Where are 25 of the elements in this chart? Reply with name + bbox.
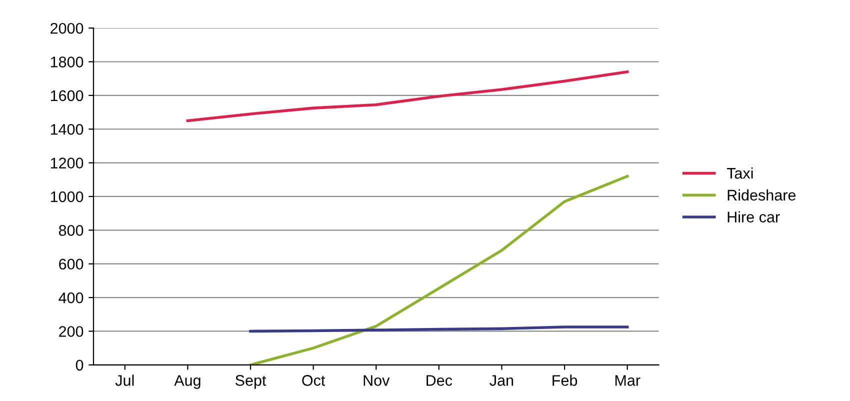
legend-label: Rideshare	[728, 189, 796, 201]
line-series	[249, 174, 629, 365]
y-tick-label: 1800	[50, 56, 84, 68]
x-tick-label: Nov	[364, 375, 390, 386]
x-tick-label: Aug	[174, 375, 200, 389]
x-tick-label: Feb	[552, 374, 578, 386]
y-tick-label: 600	[59, 258, 84, 270]
y-tick-label: 1400	[50, 124, 84, 135]
x-tick-label: Oct	[302, 375, 326, 386]
y-tick-label: 400	[58, 292, 84, 304]
legend-label: Taxi	[726, 167, 753, 179]
y-tick-label: 1000	[50, 191, 84, 202]
y-tick-label: 1600	[50, 90, 84, 102]
y-tick-label: 2000	[50, 22, 84, 34]
x-tick-label: Jul	[115, 374, 134, 386]
line-series	[186, 70, 629, 122]
x-tick-label: Mar	[615, 375, 640, 386]
y-tick-label: 0	[76, 360, 84, 371]
y-tick-label: 200	[59, 326, 84, 337]
legend-label: Hire car	[728, 211, 780, 222]
y-tick-label: 1200	[50, 158, 84, 168]
y-tick-label: 800	[58, 225, 84, 236]
x-tick-label: Sept	[235, 375, 266, 389]
x-tick-label: Dec	[426, 375, 452, 386]
x-tick-label: Jan	[490, 375, 514, 386]
